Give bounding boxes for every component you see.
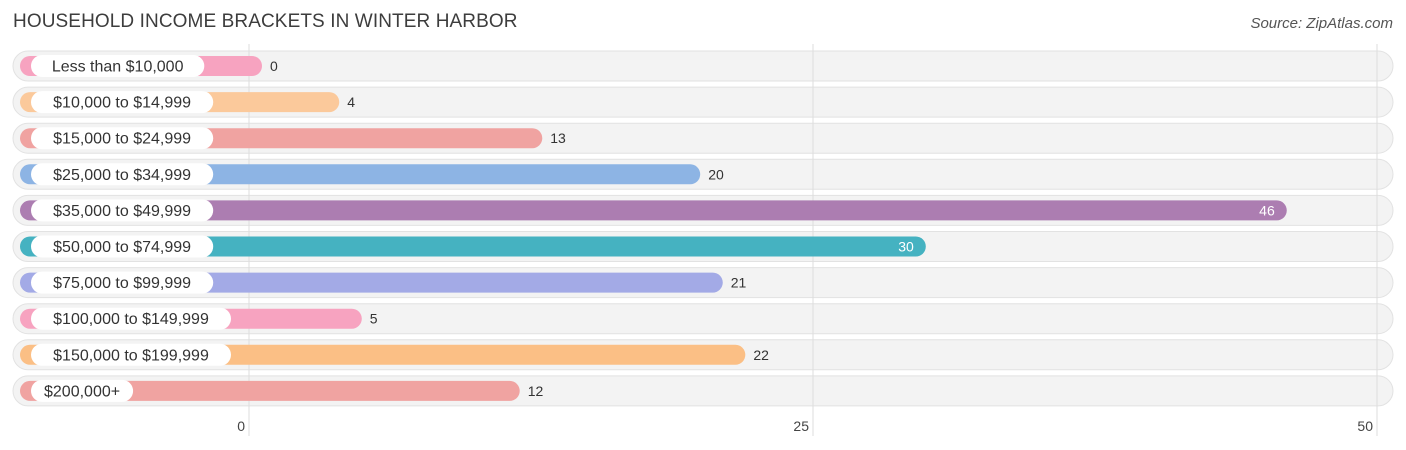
category-label-pill xyxy=(31,307,231,330)
category-label-pill xyxy=(31,127,214,150)
category-label: $10,000 to $14,999 xyxy=(53,95,191,112)
bar xyxy=(20,200,1287,221)
value-label: 21 xyxy=(731,275,747,291)
row-track xyxy=(12,86,1394,118)
category-label-pill xyxy=(31,271,214,294)
category-label-pill xyxy=(31,199,214,222)
category-label: Less than $10,000 xyxy=(52,59,184,76)
category-label-pill xyxy=(31,55,205,77)
value-label: 12 xyxy=(528,383,544,399)
category-label-pill xyxy=(31,235,214,258)
chart-title: HOUSEHOLD INCOME BRACKETS IN WINTER HARB… xyxy=(13,11,518,32)
value-label: 22 xyxy=(753,347,769,363)
category-label: $25,000 to $34,999 xyxy=(53,167,191,184)
value-label: 20 xyxy=(708,166,724,182)
x-tick-label: 50 xyxy=(1357,418,1373,434)
category-label: $200,000+ xyxy=(44,383,120,400)
value-label: 46 xyxy=(1259,202,1275,218)
source-note: Source: ZipAtlas.com xyxy=(1250,15,1393,32)
category-label: $50,000 to $74,999 xyxy=(53,239,191,256)
x-tick-label: 25 xyxy=(793,418,809,434)
category-label-pill xyxy=(31,163,214,186)
category-label: $75,000 to $99,999 xyxy=(53,275,191,292)
value-label: 30 xyxy=(898,239,914,255)
value-label: 13 xyxy=(550,130,566,146)
row-track xyxy=(12,50,1394,82)
value-label: 0 xyxy=(270,58,278,74)
category-label: $150,000 to $199,999 xyxy=(53,347,209,364)
category-label: $15,000 to $24,999 xyxy=(53,131,191,148)
category-label: $35,000 to $49,999 xyxy=(53,203,191,220)
value-label: 4 xyxy=(347,94,355,110)
bar xyxy=(20,236,926,257)
x-tick-label: 0 xyxy=(237,418,245,434)
bar xyxy=(20,380,520,401)
category-label-pill xyxy=(31,343,231,366)
category-label-pill xyxy=(31,379,134,402)
category-label-pill xyxy=(31,91,214,114)
value-label: 5 xyxy=(370,311,378,327)
category-label: $100,000 to $149,999 xyxy=(53,311,209,328)
